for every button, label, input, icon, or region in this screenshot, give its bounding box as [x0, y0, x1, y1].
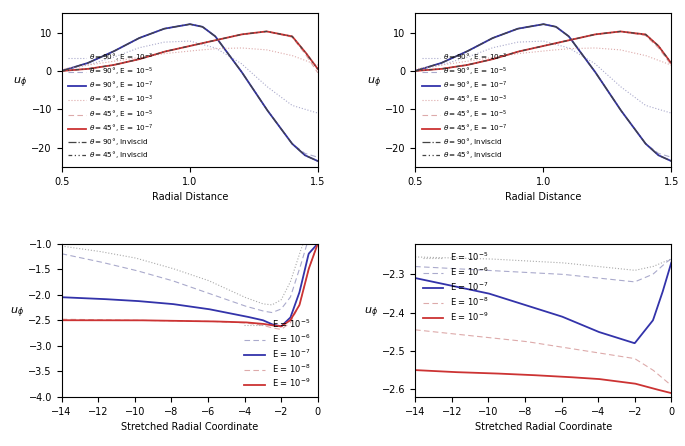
- Legend: E = $10^{-5}$, E = $10^{-6}$, E = $10^{-7}$, E = $10^{-8}$, E = $10^{-9}$: E = $10^{-5}$, E = $10^{-6}$, E = $10^{-…: [419, 248, 492, 326]
- Y-axis label: $u_\phi$: $u_\phi$: [14, 76, 27, 90]
- Legend: $\theta = 90°$, E = $10^{-3}$, $\theta = 90°$, E = $10^{-5}$, $\theta = 90°$, E : $\theta = 90°$, E = $10^{-3}$, $\theta =…: [65, 49, 156, 163]
- Legend: $\theta = 90°$, E = $10^{-3}$, $\theta = 90°$, E = $10^{-5}$, $\theta = 90°$, E : $\theta = 90°$, E = $10^{-3}$, $\theta =…: [419, 49, 510, 163]
- Legend: E = $10^{-5}$, E = $10^{-6}$, E = $10^{-7}$, E = $10^{-8}$, E = $10^{-9}$: E = $10^{-5}$, E = $10^{-6}$, E = $10^{-…: [241, 314, 314, 393]
- Y-axis label: $u_\phi$: $u_\phi$: [367, 76, 381, 90]
- Y-axis label: $u_\phi$: $u_\phi$: [10, 306, 24, 320]
- X-axis label: Stretched Radial Coordinate: Stretched Radial Coordinate: [121, 422, 258, 432]
- X-axis label: Radial Distance: Radial Distance: [505, 192, 582, 202]
- X-axis label: Radial Distance: Radial Distance: [151, 192, 228, 202]
- X-axis label: Stretched Radial Coordinate: Stretched Radial Coordinate: [475, 422, 612, 432]
- Y-axis label: $u_\phi$: $u_\phi$: [364, 306, 377, 320]
